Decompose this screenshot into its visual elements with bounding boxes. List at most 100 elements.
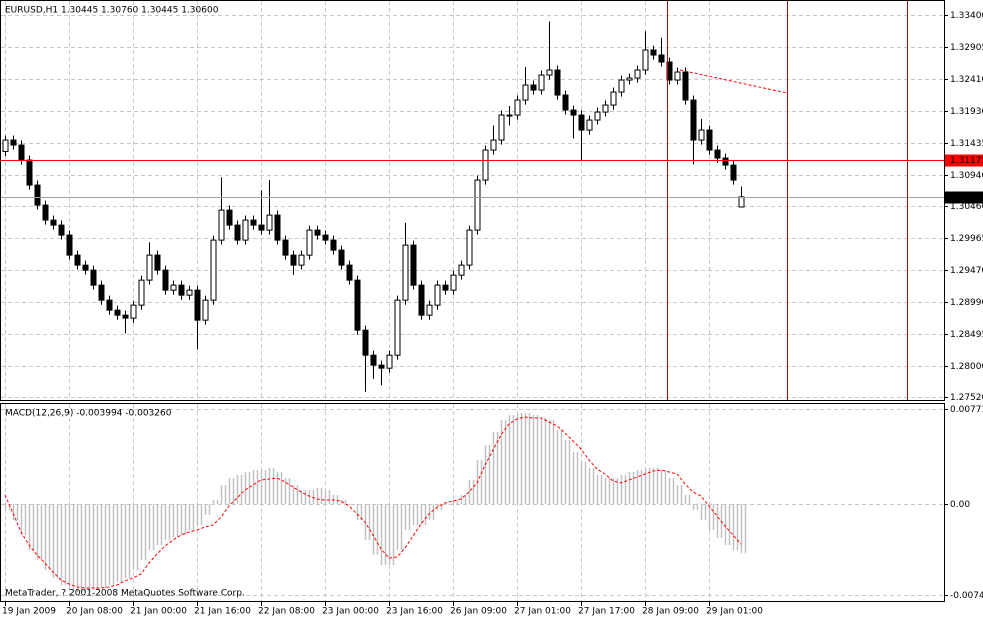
copyright: MetaTrader, ? 2001-2008 MetaQuotes Softw…	[5, 589, 245, 599]
candle-body	[402, 244, 409, 301]
x-tick-label: 29 Jan 01:00	[706, 607, 763, 617]
x-tick-label: 28 Jan 09:00	[642, 607, 699, 617]
candle-body	[578, 114, 585, 131]
y-tick-label: 1.28000	[950, 362, 983, 372]
price-level-box	[945, 191, 983, 204]
macd-header: MACD(12,26,9) -0.003994 -0.003260	[5, 409, 172, 419]
candle-body	[714, 149, 721, 159]
candle-body	[530, 84, 537, 91]
candle-body	[178, 284, 185, 296]
price-level-label: 1.30600	[950, 193, 983, 203]
candle-body	[458, 264, 465, 276]
candle-body	[282, 239, 289, 256]
candle-body	[642, 49, 649, 71]
candle-body	[26, 159, 33, 186]
candle-body	[66, 234, 73, 256]
candle-body	[690, 99, 697, 141]
candle-body	[258, 224, 265, 231]
candle-body	[106, 299, 113, 311]
candle-body	[50, 219, 57, 226]
candle-body	[394, 299, 401, 356]
candle-body	[650, 49, 657, 56]
x-tick-label: 20 Jan 08:00	[66, 607, 123, 617]
candle-body	[482, 149, 489, 181]
candle-body	[298, 254, 305, 266]
candle-body	[562, 94, 569, 111]
price-panel	[0, 0, 945, 401]
candle-body	[498, 114, 505, 141]
y-tick-label: 1.28495	[950, 330, 983, 340]
candle-body	[82, 264, 89, 271]
y-tick-label: 1.30460	[950, 202, 983, 212]
candle-body	[682, 71, 689, 101]
candle-body	[626, 77, 633, 81]
y-tick-label: 1.27520	[950, 393, 983, 403]
y-tick-label: -0.007425	[950, 591, 983, 601]
candle-body	[354, 279, 361, 331]
y-tick-label: 1.32905	[950, 43, 983, 53]
candle-body	[594, 111, 601, 121]
candle-body	[466, 229, 473, 266]
candle-body	[570, 109, 577, 116]
y-tick-label: 0.007713	[950, 405, 983, 415]
candle-body	[546, 69, 553, 76]
price-level-box	[945, 154, 983, 167]
candle-body	[410, 244, 417, 286]
candle-body	[610, 91, 617, 106]
candle-body	[706, 129, 713, 151]
candle-body	[698, 129, 705, 141]
candle-body	[242, 219, 249, 241]
candle-body	[266, 214, 273, 231]
candle-body	[658, 54, 665, 63]
trend-line	[679, 69, 788, 94]
candle-body	[674, 71, 681, 81]
candle-body	[122, 314, 129, 319]
candle-body	[522, 84, 529, 101]
candle-body	[554, 69, 561, 96]
candle-body	[490, 139, 497, 151]
candle-body	[202, 299, 209, 321]
candle-body	[618, 79, 625, 93]
x-tick-label: 26 Jan 09:00	[450, 607, 507, 617]
y-tick-label: 0.00	[950, 500, 970, 510]
y-tick-label: 1.31435	[950, 139, 983, 149]
x-tick-label: 27 Jan 01:00	[514, 607, 571, 617]
candle-body	[170, 284, 177, 291]
candle-body	[138, 279, 145, 306]
candle-body	[338, 249, 345, 266]
candle-body	[194, 289, 201, 321]
candle-body	[330, 239, 337, 251]
candle-body	[290, 254, 297, 266]
x-tick-label: 21 Jan 16:00	[194, 607, 251, 617]
y-tick-label: 1.29470	[950, 266, 983, 276]
candle-body	[314, 229, 321, 236]
x-tick-label: 22 Jan 08:00	[258, 607, 315, 617]
candle-body	[370, 354, 377, 366]
signal-line	[4, 416, 742, 589]
candle-body	[426, 304, 433, 316]
candle-body	[586, 119, 593, 131]
price-level-label: 1.31175	[950, 156, 983, 166]
candle-body	[210, 239, 217, 301]
candle-body	[186, 289, 193, 296]
y-tick-label: 1.30940	[950, 171, 983, 181]
candle-body	[730, 164, 737, 181]
candle-body	[2, 139, 9, 152]
candle-body	[162, 269, 169, 291]
candle-body	[154, 254, 161, 271]
candle-body	[98, 284, 105, 301]
candle-body	[250, 219, 257, 226]
candle-body	[442, 284, 449, 291]
y-tick-label: 1.32410	[950, 75, 983, 85]
candle-body	[74, 254, 81, 266]
candle-body	[90, 269, 97, 286]
candle-body	[114, 309, 121, 316]
candle-body	[322, 234, 329, 241]
candle-body	[130, 304, 137, 319]
candle-body	[146, 254, 153, 281]
candle-body	[418, 284, 425, 316]
y-tick-label: 1.33400	[950, 11, 983, 21]
candle-body	[34, 184, 41, 206]
x-tick-label: 23 Jan 00:00	[322, 607, 379, 617]
